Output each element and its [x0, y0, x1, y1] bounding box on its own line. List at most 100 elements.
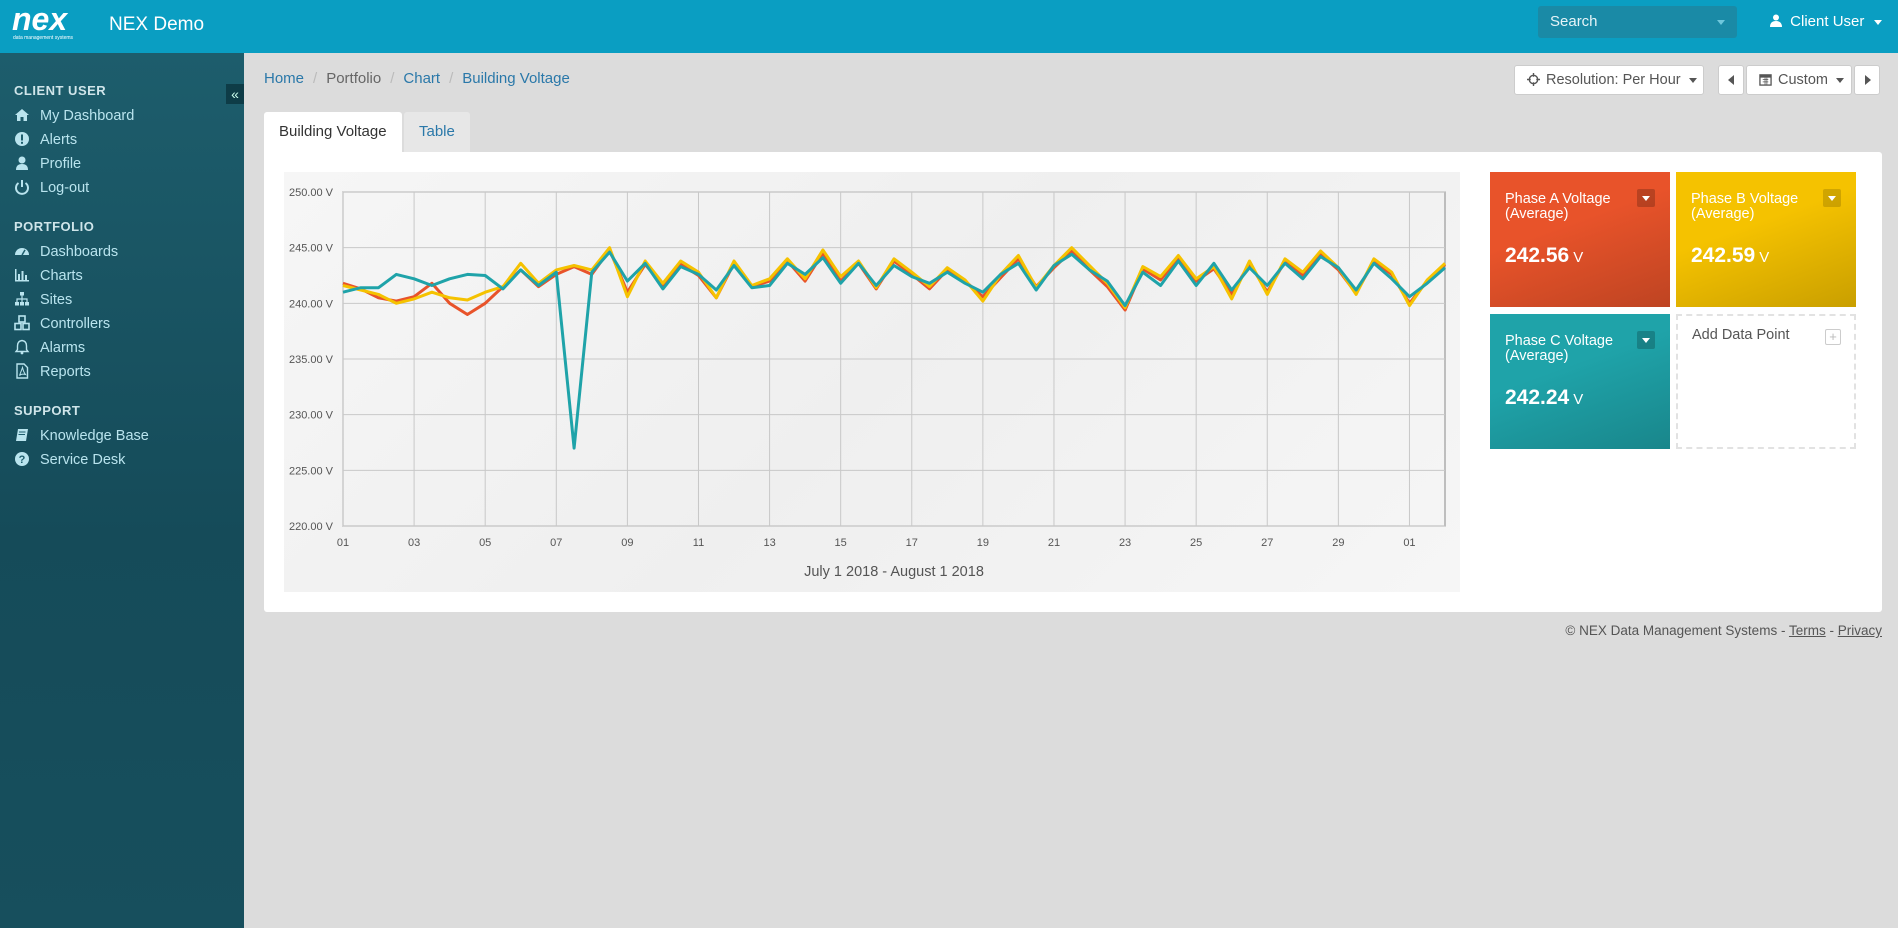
cubes-icon: [14, 315, 30, 331]
nex-logo[interactable]: nex data management systems: [12, 4, 92, 42]
file-pdf-icon: [16, 363, 29, 379]
x-tick-label: 25: [1190, 537, 1202, 549]
power-icon: [15, 180, 29, 195]
stat-card-value-wrap: 242.24 V: [1505, 386, 1583, 410]
sidebar-item-charts[interactable]: Charts: [14, 266, 83, 286]
chevron-down-icon[interactable]: [1637, 189, 1655, 207]
x-tick-label: 07: [550, 537, 562, 549]
y-tick-label: 240.00 V: [289, 298, 334, 310]
chevron-down-icon[interactable]: [1823, 189, 1841, 207]
previous-range-button[interactable]: [1718, 65, 1744, 95]
sidebar-item-log-out[interactable]: Log-out: [14, 178, 89, 198]
search-dropdown[interactable]: Search: [1538, 6, 1737, 38]
privacy-link[interactable]: Privacy: [1837, 623, 1882, 638]
stat-card-value: 242.56: [1505, 244, 1570, 267]
stat-card-value: 242.24: [1505, 386, 1570, 409]
sidebar-item-my-dashboard[interactable]: My Dashboard: [14, 106, 134, 126]
stat-card-unit: V: [1759, 249, 1770, 266]
x-tick-label: 13: [763, 537, 775, 549]
breadcrumb-separator: /: [390, 70, 395, 87]
resolution-label: Resolution: Per Hour: [1546, 72, 1681, 88]
sidebar-item-controllers[interactable]: Controllers: [14, 314, 110, 334]
svg-text:nex: nex: [12, 4, 68, 37]
sidebar-item-label: Log-out: [40, 180, 90, 196]
x-tick-label: 29: [1332, 537, 1344, 549]
stat-card-value: 242.59: [1691, 244, 1756, 267]
stat-card-title: Phase B Voltage (Average): [1691, 191, 1799, 222]
sidebar-item-knowledge-base[interactable]: Knowledge Base: [14, 426, 149, 446]
chevron-down-icon: [1717, 20, 1725, 25]
app-title[interactable]: NEX Demo: [109, 14, 205, 35]
series-line-2: [342, 246, 1447, 310]
footer-separator: -: [1829, 623, 1834, 638]
stat-card-title: Phase C Voltage (Average): [1505, 333, 1614, 364]
footer: © NEX Data Management Systems - Terms - …: [1565, 623, 1882, 638]
calendar-icon: [1759, 74, 1772, 86]
chart-container: 220.00 V 225.00 V 230.00 V 235.00 V 240.00 V…: [284, 172, 1460, 592]
sidebar-item-reports[interactable]: Reports: [14, 362, 91, 382]
next-range-button[interactable]: [1854, 65, 1880, 95]
chevron-down-icon: [1688, 77, 1697, 83]
breadcrumb-separator: /: [449, 70, 454, 87]
x-tick-label: 01: [1403, 537, 1415, 549]
y-tick-label: 235.00 V: [289, 354, 334, 366]
question-circle-icon: ?: [15, 452, 29, 466]
breadcrumb-building-voltage[interactable]: Building Voltage: [462, 70, 570, 87]
chevron-down-icon: [1873, 19, 1882, 25]
sidebar-item-label: Controllers: [40, 316, 111, 332]
book-icon: [16, 429, 28, 441]
sidebar-item-label: Charts: [40, 268, 83, 284]
stat-card-value-wrap: 242.56 V: [1505, 244, 1583, 268]
double-chevron-left-icon[interactable]: «: [226, 84, 244, 104]
sidebar-item-alarms[interactable]: Alarms: [14, 338, 85, 358]
x-tick-label: 03: [408, 537, 420, 549]
user-menu[interactable]: Client User: [1770, 13, 1882, 30]
stat-card-unit: V: [1573, 391, 1584, 408]
chevron-down-icon[interactable]: [1637, 331, 1655, 349]
sidebar-item-label: Sites: [40, 292, 73, 308]
dashboard-icon: [15, 248, 29, 256]
series-line-3: [342, 250, 1446, 450]
sidebar-item-sites[interactable]: Sites: [14, 290, 72, 310]
date-range-dropdown[interactable]: Custom: [1746, 65, 1852, 95]
sidebar: [0, 53, 244, 928]
stat-card-phase-b: Phase B Voltage (Average) 242.59 V: [1676, 172, 1856, 307]
terms-link[interactable]: Terms: [1788, 623, 1826, 638]
add-data-point-card[interactable]: Add Data Point +: [1676, 314, 1856, 449]
plus-square-icon[interactable]: +: [1825, 329, 1841, 345]
voltage-line-chart[interactable]: 220.00 V 225.00 V 230.00 V 235.00 V 240.00 V…: [284, 172, 1460, 592]
user-icon: [16, 156, 28, 170]
breadcrumb-portfolio: Portfolio: [326, 70, 382, 87]
chevron-down-icon: [1836, 77, 1844, 83]
tab-building-voltage[interactable]: Building Voltage: [264, 112, 402, 152]
sidebar-section-portfolio: PORTFOLIO: [14, 219, 95, 234]
breadcrumb-chart[interactable]: Chart: [403, 70, 441, 87]
sidebar-item-label: Dashboards: [40, 244, 119, 260]
x-tick-label: 11: [693, 537, 704, 549]
x-tick-label: 15: [835, 537, 847, 549]
sidebar-section-support: SUPPORT: [14, 403, 81, 418]
user-name: Client User: [1790, 13, 1865, 30]
sidebar-item-dashboards[interactable]: Dashboards: [14, 242, 118, 262]
y-tick-label: 245.00 V: [289, 243, 334, 255]
bar-chart-icon: [15, 269, 29, 282]
home-icon: [15, 109, 29, 121]
svg-text:data management systems: data management systems: [13, 35, 74, 41]
exclamation-circle-icon: [15, 132, 29, 146]
top-navbar: nex data management systems NEX Demo Sea…: [0, 0, 1898, 53]
tab-table[interactable]: Table: [404, 112, 470, 152]
x-tick-label: 19: [977, 537, 989, 549]
resolution-dropdown[interactable]: Resolution: Per Hour: [1514, 65, 1704, 95]
sidebar-item-service-desk[interactable]: ? Service Desk: [14, 450, 125, 470]
x-tick-label: 17: [906, 537, 918, 549]
sidebar-item-alerts[interactable]: Alerts: [14, 130, 77, 150]
sidebar-item-label: My Dashboard: [40, 108, 135, 124]
sidebar-item-label: Profile: [40, 156, 82, 172]
svg-text:?: ?: [19, 454, 26, 466]
x-tick-label: 27: [1261, 537, 1273, 549]
stat-card-title: Phase A Voltage (Average): [1505, 191, 1611, 222]
stat-card-unit: V: [1573, 249, 1584, 266]
breadcrumb-home[interactable]: Home: [264, 70, 305, 87]
x-tick-label: 21: [1048, 537, 1060, 549]
sidebar-item-profile[interactable]: Profile: [14, 154, 81, 174]
